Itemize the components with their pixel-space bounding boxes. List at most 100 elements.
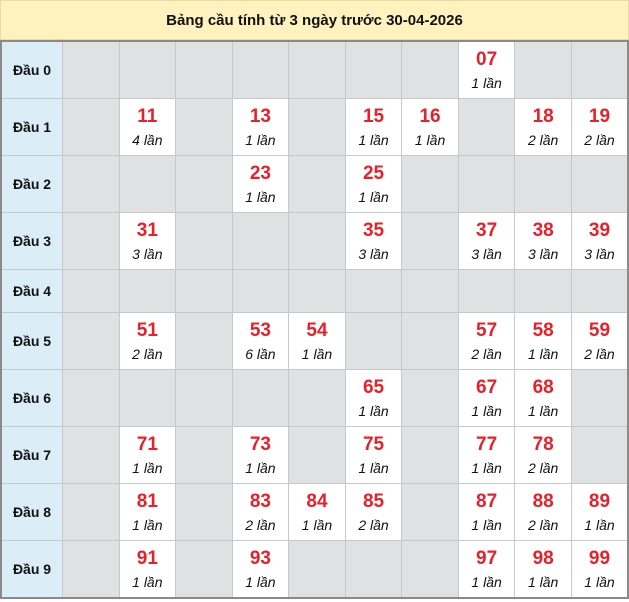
empty-cell — [288, 540, 346, 599]
number-cell: 35 3 lần — [344, 212, 403, 270]
count-value: 1 lần — [527, 345, 559, 362]
number-value: 83 — [249, 490, 271, 512]
empty-cell — [288, 426, 346, 484]
table-title: Bảng cầu tính từ 3 ngày trước 30-04-2026 — [0, 0, 629, 40]
number-cell: 65 1 lần — [344, 369, 403, 427]
number-cell: 83 2 lần — [231, 483, 290, 541]
empty-cell — [62, 540, 120, 599]
number-value: 39 — [588, 219, 611, 241]
empty-cell — [401, 212, 459, 270]
empty-cell — [288, 369, 346, 427]
number-value: 18 — [532, 105, 554, 127]
empty-cell — [175, 155, 233, 213]
number-cell: 53 6 lần — [231, 312, 290, 370]
count-value: 2 lần — [584, 131, 615, 148]
empty-cell — [401, 40, 459, 99]
table-row: Đầu 0 07 1 lần — [0, 40, 629, 99]
count-value: 1 lần — [301, 516, 333, 533]
number-cell: 07 1 lần — [457, 40, 516, 99]
empty-cell — [288, 212, 346, 270]
empty-cell — [62, 426, 120, 484]
number-value: 67 — [476, 376, 498, 398]
number-cell: 38 3 lần — [514, 212, 572, 270]
empty-cell — [118, 369, 177, 427]
count-value: 1 lần — [132, 459, 163, 476]
number-value: 77 — [476, 433, 498, 455]
count-value: 3 lần — [584, 245, 615, 262]
row-label: Đầu 3 — [0, 212, 63, 270]
number-value: 91 — [136, 547, 158, 569]
empty-cell — [62, 483, 120, 541]
empty-cell — [570, 269, 629, 313]
table-row: Đầu 9 91 1 lần 93 1 lần 97 1 lần 98 1 lần 99 1 lần — [0, 540, 629, 599]
number-cell: 91 1 lần — [118, 540, 177, 599]
number-cell: 11 4 lần — [118, 98, 177, 156]
count-value: 1 lần — [358, 402, 389, 419]
count-value: 1 lần — [132, 516, 163, 533]
number-value: 13 — [249, 105, 271, 127]
row-label: Đầu 6 — [0, 369, 63, 427]
count-value: 1 lần — [301, 345, 333, 362]
empty-cell — [175, 426, 233, 484]
empty-cell — [401, 312, 459, 370]
count-value: 1 lần — [471, 459, 502, 476]
count-value: 2 lần — [584, 345, 615, 362]
table-row: Đầu 6 65 1 lần 67 1 lần 68 1 lần — [0, 369, 629, 427]
table-row: Đầu 2 23 1 lần 25 1 lần — [0, 155, 629, 213]
number-cell: 51 2 lần — [118, 312, 177, 370]
empty-cell — [175, 269, 233, 313]
empty-cell — [288, 269, 346, 313]
number-cell: 99 1 lần — [570, 540, 629, 599]
number-value: 16 — [419, 105, 441, 127]
empty-cell — [514, 155, 572, 213]
number-cell: 15 1 lần — [344, 98, 403, 156]
number-value: 07 — [476, 48, 498, 70]
number-cell: 98 1 lần — [514, 540, 572, 599]
row-label: Đầu 5 — [0, 312, 63, 370]
number-cell: 75 1 lần — [344, 426, 403, 484]
count-value: 1 lần — [245, 459, 276, 476]
table-row: Đầu 4 — [0, 269, 629, 313]
number-value: 23 — [249, 162, 271, 184]
number-cell: 88 2 lần — [514, 483, 572, 541]
empty-cell — [344, 269, 403, 313]
count-value: 1 lần — [471, 573, 502, 590]
number-value: 19 — [588, 105, 611, 127]
number-cell: 13 1 lần — [231, 98, 290, 156]
count-value: 2 lần — [358, 516, 389, 533]
number-value: 35 — [362, 219, 385, 241]
empty-cell — [570, 40, 629, 99]
number-cell: 23 1 lần — [231, 155, 290, 213]
empty-cell — [514, 40, 572, 99]
count-value: 2 lần — [527, 459, 559, 476]
count-value: 3 lần — [132, 245, 163, 262]
empty-cell — [344, 540, 403, 599]
number-cell: 84 1 lần — [288, 483, 346, 541]
number-cell: 93 1 lần — [231, 540, 290, 599]
number-cell: 71 1 lần — [118, 426, 177, 484]
number-value: 87 — [476, 490, 498, 512]
empty-cell — [62, 40, 120, 99]
count-value: 1 lần — [414, 131, 446, 148]
number-value: 11 — [137, 105, 158, 127]
empty-cell — [401, 483, 459, 541]
count-value: 2 lần — [245, 516, 276, 533]
empty-cell — [118, 269, 177, 313]
number-cell: 18 2 lần — [514, 98, 572, 156]
empty-cell — [401, 369, 459, 427]
number-value: 88 — [532, 490, 554, 512]
number-cell: 25 1 lần — [344, 155, 403, 213]
number-value: 81 — [136, 490, 158, 512]
table-row: Đầu 8 81 1 lần 83 2 lần 84 1 lần 85 2 lần 87 1 lần… — [0, 483, 629, 541]
count-value: 4 lần — [132, 131, 163, 148]
number-cell: 54 1 lần — [288, 312, 346, 370]
number-value: 97 — [476, 547, 498, 569]
empty-cell — [514, 269, 572, 313]
number-value: 51 — [136, 319, 158, 341]
empty-cell — [288, 40, 346, 99]
count-value: 1 lần — [245, 131, 276, 148]
number-value: 98 — [532, 547, 554, 569]
row-label: Đầu 4 — [0, 269, 63, 313]
count-value: 3 lần — [527, 245, 559, 262]
number-value: 25 — [362, 162, 385, 184]
